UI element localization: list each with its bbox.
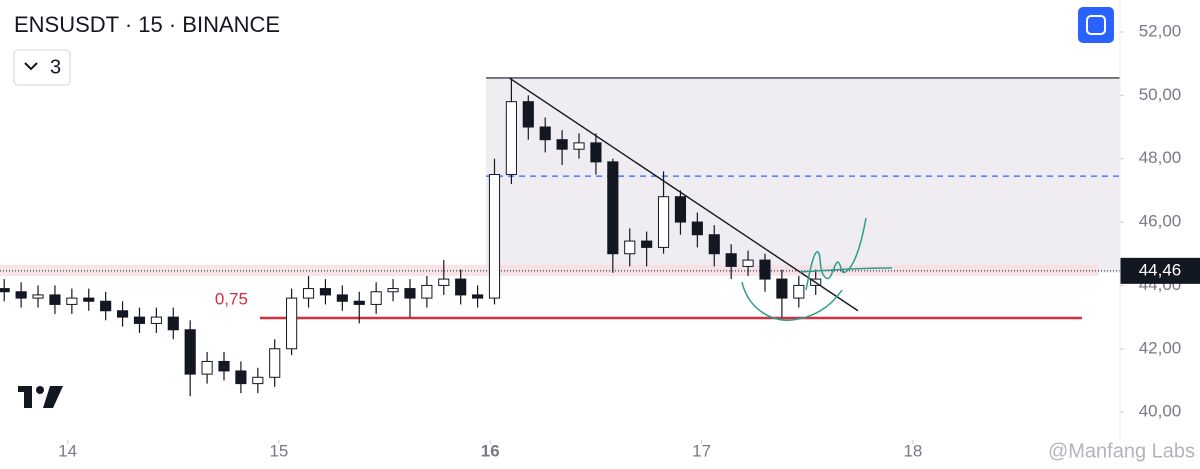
- candle-body: [218, 360, 230, 372]
- candle-body: [0, 288, 10, 293]
- candle-body: [353, 300, 365, 305]
- candle-body: [539, 126, 551, 141]
- candle-body: [370, 291, 382, 305]
- range-box: [486, 77, 1121, 273]
- candle-body: [607, 161, 619, 255]
- hand-drawn-arrow: [805, 217, 867, 291]
- tv-logo: [18, 386, 63, 408]
- y-tick-label: 48,00: [1139, 148, 1182, 167]
- candle-body: [319, 288, 332, 296]
- candle-body: [150, 316, 162, 324]
- x-tick-label: 18: [903, 441, 922, 460]
- candle-body: [674, 196, 687, 223]
- hand-drawn-line: [799, 267, 893, 273]
- candle-body: [624, 240, 636, 255]
- indicator-count: 3: [50, 56, 61, 78]
- candle-body: [116, 310, 129, 318]
- y-tick-label: 50,00: [1139, 85, 1182, 104]
- candle-body: [167, 316, 179, 331]
- indicator-toggle[interactable]: [13, 49, 71, 86]
- candle-body: [336, 294, 348, 302]
- candle-body: [15, 291, 27, 299]
- candle-body: [742, 259, 754, 267]
- last-price-label: 44,46: [1139, 260, 1182, 279]
- candle-body: [725, 253, 737, 267]
- candle-body: [32, 294, 44, 299]
- hand-drawn-curve: [741, 281, 843, 321]
- x-tick-label: 17: [692, 441, 711, 460]
- candle-body: [235, 370, 247, 385]
- candle-body: [387, 288, 399, 293]
- candle-body: [472, 294, 484, 299]
- watermark: @Manfang Labs: [1048, 440, 1195, 462]
- candle-body: [691, 221, 703, 236]
- candle-body: [759, 259, 771, 280]
- candle-body: [641, 240, 653, 248]
- candle-body: [657, 196, 670, 248]
- candle-body: [404, 288, 416, 299]
- candle-body: [49, 294, 61, 305]
- candle-body: [184, 329, 196, 375]
- y-tick-label: 40,00: [1139, 402, 1182, 421]
- candle-body: [133, 316, 146, 324]
- y-tick-label: 42,00: [1139, 338, 1182, 357]
- chevron-icon: [24, 62, 38, 71]
- fullscreen-button[interactable]: [1078, 7, 1114, 43]
- candle-body: [302, 288, 315, 299]
- candle-body: [286, 297, 298, 350]
- symbol-title: ENSUSDT · 15 · BINANCE: [14, 12, 280, 37]
- candle-body: [556, 139, 568, 150]
- candle-body: [455, 278, 467, 296]
- x-tick-label: 15: [269, 441, 288, 460]
- candle-body: [776, 278, 788, 299]
- x-tick-label: 14: [58, 441, 77, 460]
- trend-line: [508, 77, 859, 312]
- candle-body: [573, 142, 585, 150]
- candle-body: [505, 101, 517, 176]
- candle-body: [421, 284, 433, 299]
- fullscreen-icon: [1086, 15, 1106, 35]
- candle-body: [83, 297, 95, 302]
- candle-body: [793, 284, 805, 299]
- support-label: 0,75: [215, 290, 248, 309]
- candle-body: [522, 101, 534, 128]
- candle-body: [438, 278, 450, 286]
- candle-body: [708, 234, 720, 255]
- candle-body: [201, 360, 213, 375]
- candle-body: [488, 174, 501, 299]
- candle-body: [590, 142, 602, 163]
- last-price-badge: [1120, 257, 1200, 284]
- candle-body: [252, 376, 264, 385]
- y-tick-label: 52,00: [1139, 21, 1182, 40]
- y-tick-label: 46,00: [1139, 212, 1182, 231]
- candle-body: [66, 297, 78, 305]
- candle-body: [100, 300, 112, 312]
- x-tick-label: 16: [481, 441, 500, 460]
- candle-body: [269, 348, 281, 378]
